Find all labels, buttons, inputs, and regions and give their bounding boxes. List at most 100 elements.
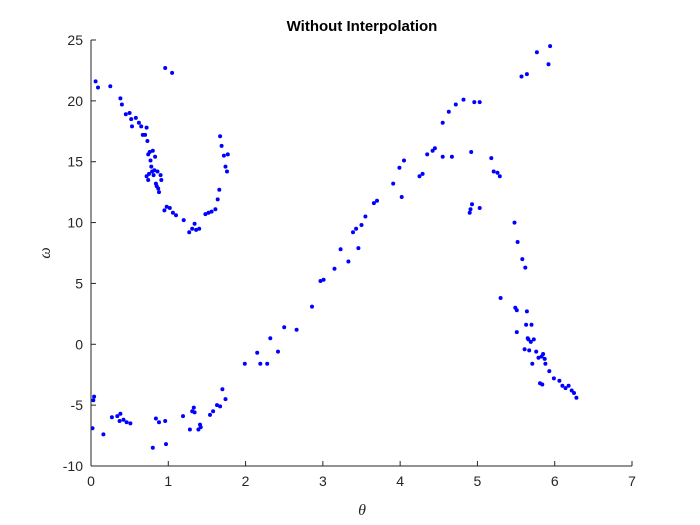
data-point xyxy=(557,378,562,383)
x-tick-label: 6 xyxy=(551,473,559,489)
data-point xyxy=(101,432,106,437)
data-point xyxy=(225,152,230,157)
data-point xyxy=(432,146,437,151)
data-point xyxy=(130,124,134,129)
data-point xyxy=(157,420,161,425)
data-point xyxy=(218,134,223,139)
data-point xyxy=(371,201,376,206)
data-point xyxy=(158,173,163,178)
data-point xyxy=(170,210,175,215)
data-points xyxy=(90,44,579,450)
data-point xyxy=(548,44,553,49)
data-point xyxy=(332,266,337,271)
data-point xyxy=(181,218,186,223)
data-point xyxy=(551,376,556,381)
data-point xyxy=(470,202,474,207)
data-point xyxy=(566,383,571,388)
data-point xyxy=(528,339,533,344)
data-point xyxy=(153,416,158,421)
data-point xyxy=(440,154,445,159)
data-point xyxy=(108,84,113,89)
data-point xyxy=(187,427,192,432)
data-point xyxy=(220,387,225,392)
data-point xyxy=(211,409,216,414)
data-point xyxy=(217,187,222,192)
data-point xyxy=(191,405,196,410)
data-point xyxy=(190,226,195,231)
x-tick-label: 5 xyxy=(474,473,482,489)
data-point xyxy=(338,247,343,252)
data-point xyxy=(351,230,355,235)
data-point xyxy=(467,210,472,215)
y-tick-label: 0 xyxy=(75,336,83,352)
data-point xyxy=(225,169,229,174)
data-point xyxy=(512,220,517,225)
data-point xyxy=(157,190,161,195)
data-point xyxy=(91,398,96,403)
data-point xyxy=(529,322,534,327)
data-point xyxy=(159,178,164,182)
data-point xyxy=(425,152,430,157)
data-point xyxy=(524,322,529,327)
data-point xyxy=(155,169,160,174)
data-point xyxy=(149,164,154,169)
axis-ticks: 0 1 2 3 4 5 6 7 -10 -5 0 5 10 15 20 25 xyxy=(63,32,636,489)
data-point xyxy=(208,412,212,417)
data-point xyxy=(242,361,247,366)
data-point xyxy=(198,422,202,427)
axes xyxy=(90,40,632,467)
data-point xyxy=(143,132,148,137)
data-point xyxy=(223,164,228,169)
data-point xyxy=(181,414,185,419)
x-tick-label: 4 xyxy=(396,473,404,489)
data-point xyxy=(124,420,129,425)
data-point xyxy=(119,102,124,107)
data-point xyxy=(255,350,260,355)
data-point xyxy=(164,204,169,209)
data-point xyxy=(530,361,535,366)
y-axis-label: ω xyxy=(37,247,54,258)
data-point xyxy=(128,421,133,426)
data-point xyxy=(399,195,404,199)
data-point xyxy=(446,109,451,114)
data-point xyxy=(109,415,114,420)
data-point xyxy=(417,174,422,179)
data-point xyxy=(495,170,500,175)
data-point xyxy=(461,97,466,102)
y-tick-label: -5 xyxy=(71,397,84,413)
data-point xyxy=(420,171,425,176)
data-point xyxy=(174,213,178,218)
data-point xyxy=(117,419,122,423)
data-point xyxy=(221,153,226,158)
data-point xyxy=(96,85,100,90)
data-point xyxy=(527,348,532,353)
data-point xyxy=(514,308,519,313)
data-point xyxy=(363,214,368,219)
data-point xyxy=(542,356,547,361)
data-point xyxy=(153,154,158,159)
data-point xyxy=(477,206,482,210)
data-point xyxy=(162,208,167,213)
data-point xyxy=(520,257,525,262)
data-point xyxy=(203,212,208,217)
data-point xyxy=(563,386,568,391)
x-tick-label: 3 xyxy=(319,473,327,489)
data-point xyxy=(489,156,494,161)
data-point xyxy=(150,445,155,450)
y-tick-label: 25 xyxy=(67,32,83,48)
data-point xyxy=(152,168,157,173)
data-point xyxy=(136,120,141,125)
data-point xyxy=(144,125,149,130)
data-point xyxy=(546,62,551,67)
data-point xyxy=(397,165,402,170)
data-point xyxy=(540,382,545,387)
data-point xyxy=(276,349,280,354)
data-point xyxy=(536,355,541,360)
data-point xyxy=(93,79,98,84)
data-point xyxy=(123,112,128,117)
data-point xyxy=(440,120,445,125)
data-point xyxy=(215,403,219,408)
data-point xyxy=(156,186,161,191)
data-point xyxy=(391,181,396,186)
